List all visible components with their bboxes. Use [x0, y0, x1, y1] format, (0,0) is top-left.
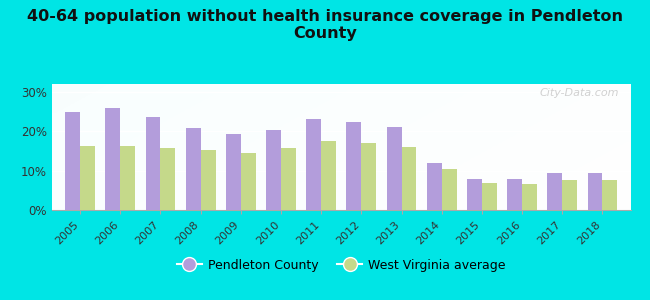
Legend: Pendleton County, West Virginia average: Pendleton County, West Virginia average [172, 254, 511, 277]
Bar [65, 112, 80, 210]
Bar [547, 172, 562, 210]
Bar [80, 146, 95, 210]
Bar [146, 118, 161, 210]
Bar [603, 180, 618, 210]
Bar [387, 127, 402, 210]
Bar [361, 143, 376, 210]
Bar [402, 147, 417, 210]
Bar [306, 119, 321, 210]
Bar [105, 108, 120, 210]
Bar [201, 150, 216, 210]
Bar [588, 172, 603, 210]
Bar [186, 128, 201, 210]
Bar [120, 146, 135, 210]
Bar [346, 122, 361, 210]
Bar [321, 141, 336, 210]
Bar [240, 152, 255, 210]
Text: 40-64 population without health insurance coverage in Pendleton
County: 40-64 population without health insuranc… [27, 9, 623, 41]
Bar [427, 163, 442, 210]
Bar [522, 184, 537, 210]
Bar [442, 169, 456, 210]
Bar [507, 178, 522, 210]
Bar [161, 148, 176, 210]
Bar [266, 130, 281, 210]
Bar [281, 148, 296, 210]
Bar [562, 181, 577, 210]
Bar [467, 178, 482, 210]
Bar [482, 183, 497, 210]
Text: City-Data.com: City-Data.com [540, 88, 619, 98]
Bar [226, 134, 240, 210]
